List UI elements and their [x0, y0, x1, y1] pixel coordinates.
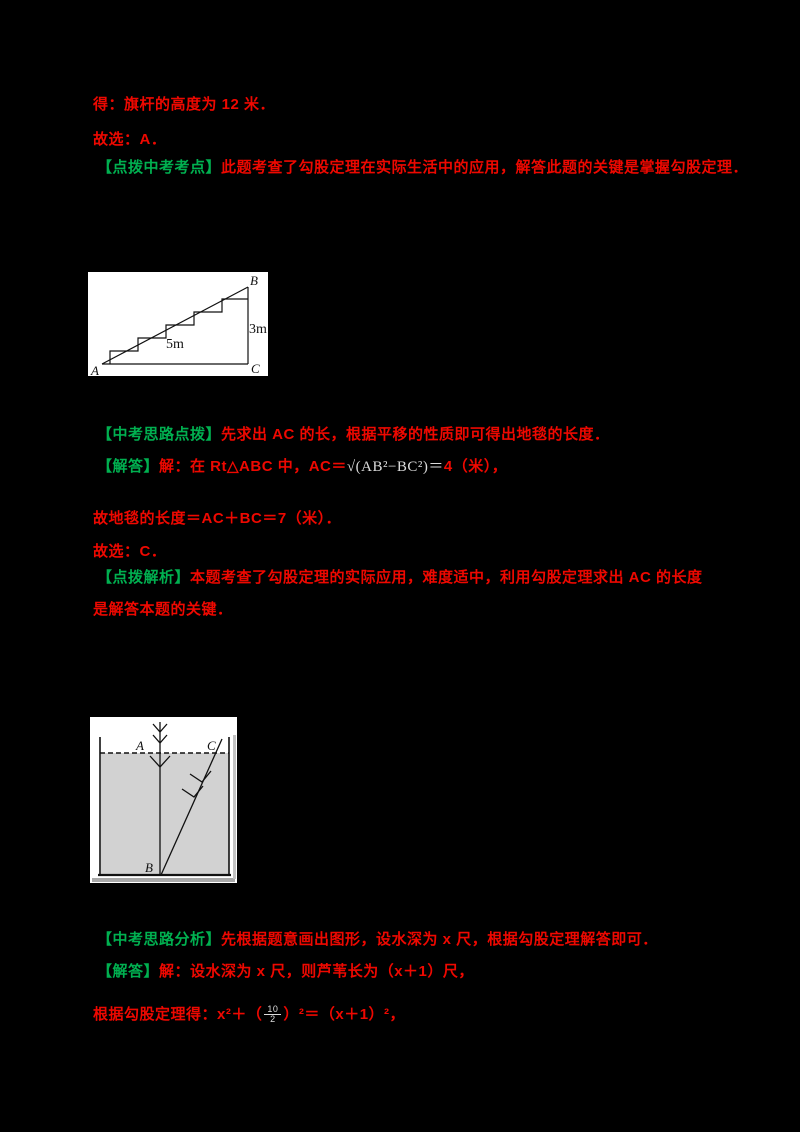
point-label-b: B — [145, 860, 153, 875]
answer-statement: 得：旗杆的高度为 12 米． — [93, 96, 276, 113]
section-label: 【中考思路点拨】 — [97, 426, 222, 443]
choice-answer: 故选：C． — [93, 543, 167, 560]
diagonal-arrow-icon — [181, 785, 204, 798]
solution-text: 解：设水深为 x 尺，则芦苇长为（x＋1）尺， — [159, 963, 474, 980]
diagonal-arrow-icon — [189, 770, 212, 783]
text-line: 【点拨解析】本题考查了勾股定理的实际应用，难度适中，利用勾股定理求出 AC 的长… — [97, 569, 703, 587]
fraction-numerator: 10 — [264, 1004, 282, 1016]
text-line: 根据勾股定理得：x²＋（ 10 2 ）²＝（x＋1）²， — [93, 1004, 406, 1025]
solution-result: 4（米）， — [443, 458, 508, 475]
water-tank-drawing: A C B — [92, 722, 236, 882]
text-line: 【中考思路点拨】先求出 AC 的长，根据平移的性质即可得出地毯的长度． — [97, 426, 610, 444]
water-fill — [101, 753, 229, 875]
section-label: 【点拨解析】 — [97, 569, 191, 586]
section-label: 【点拨中考考点】 — [97, 159, 222, 176]
point-label-a: A — [135, 738, 144, 753]
text-line: 【解答】解：设水深为 x 尺，则芦苇长为（x＋1）尺， — [97, 963, 474, 981]
height-length-label: 3m — [249, 322, 267, 337]
solution-text: 解：在 Rt△ABC 中，AC＝ — [159, 458, 347, 475]
text-line: 是解答本题的关键． — [93, 601, 233, 619]
vertex-label-b: B — [250, 273, 258, 288]
text-line: 得：旗杆的高度为 12 米． — [93, 96, 275, 114]
carpet-length-statement: 故地毯的长度＝AC＋BC＝7（米）． — [93, 510, 342, 527]
analysis-text: 先根据题意画出图形，设水深为 x 尺，根据勾股定理解答即可． — [221, 931, 658, 948]
stairs-outline — [109, 298, 248, 364]
down-arrow-icon — [152, 723, 168, 733]
comment-continuation: 是解答本题的关键． — [93, 601, 233, 618]
section-label: 【解答】 — [97, 963, 160, 980]
vertex-label-c: C — [251, 361, 260, 376]
hypotenuse-length-label: 5m — [166, 337, 184, 352]
text-line: 故地毯的长度＝AC＋BC＝7（米）． — [93, 510, 341, 528]
equation-text-left: 根据勾股定理得：x²＋（ — [93, 1005, 263, 1023]
vertex-label-a: A — [90, 363, 99, 376]
section-label: 【解答】 — [97, 458, 160, 475]
staircase-drawing: B C A 5m 3m — [90, 273, 267, 376]
text-line: 【解答】解：在 Rt△ABC 中，AC＝√(AB²−BC²)＝4（米）， — [97, 458, 507, 476]
down-arrow-icon — [152, 734, 168, 744]
staircase-figure: B C A 5m 3m — [88, 272, 268, 376]
comment-text: 此题考查了勾股定理在实际生活中的应用，解答此题的关键是掌握勾股定理． — [221, 159, 749, 176]
text-line: 故选：C． — [93, 543, 166, 561]
faint-radical-formula: √(AB²−BC²)＝ — [346, 459, 444, 475]
analysis-text: 先求出 AC 的长，根据平移的性质即可得出地毯的长度． — [221, 426, 610, 443]
water-tank-figure: A C B — [90, 717, 237, 883]
bottom-shadow-band — [92, 878, 235, 882]
faint-fraction: 10 2 — [264, 1004, 282, 1025]
down-arrow-icon — [149, 755, 171, 768]
choice-answer: 故选：A． — [93, 131, 167, 148]
text-line: 故选：A． — [93, 131, 166, 149]
diagonal-reed-line — [160, 738, 223, 876]
point-label-c: C — [207, 738, 216, 753]
section-label: 【中考思路分析】 — [97, 931, 222, 948]
equation-text-right: ）²＝（x＋1）²， — [283, 1005, 406, 1023]
comment-text: 本题考查了勾股定理的实际应用，难度适中，利用勾股定理求出 AC 的长度 — [190, 569, 703, 586]
right-shadow-band — [233, 735, 236, 879]
text-line: 【中考思路分析】先根据题意画出图形，设水深为 x 尺，根据勾股定理解答即可． — [97, 931, 658, 949]
text-line: 【点拨中考考点】此题考查了勾股定理在实际生活中的应用，解答此题的关键是掌握勾股定… — [97, 159, 748, 177]
fraction-denominator: 2 — [270, 1014, 276, 1025]
